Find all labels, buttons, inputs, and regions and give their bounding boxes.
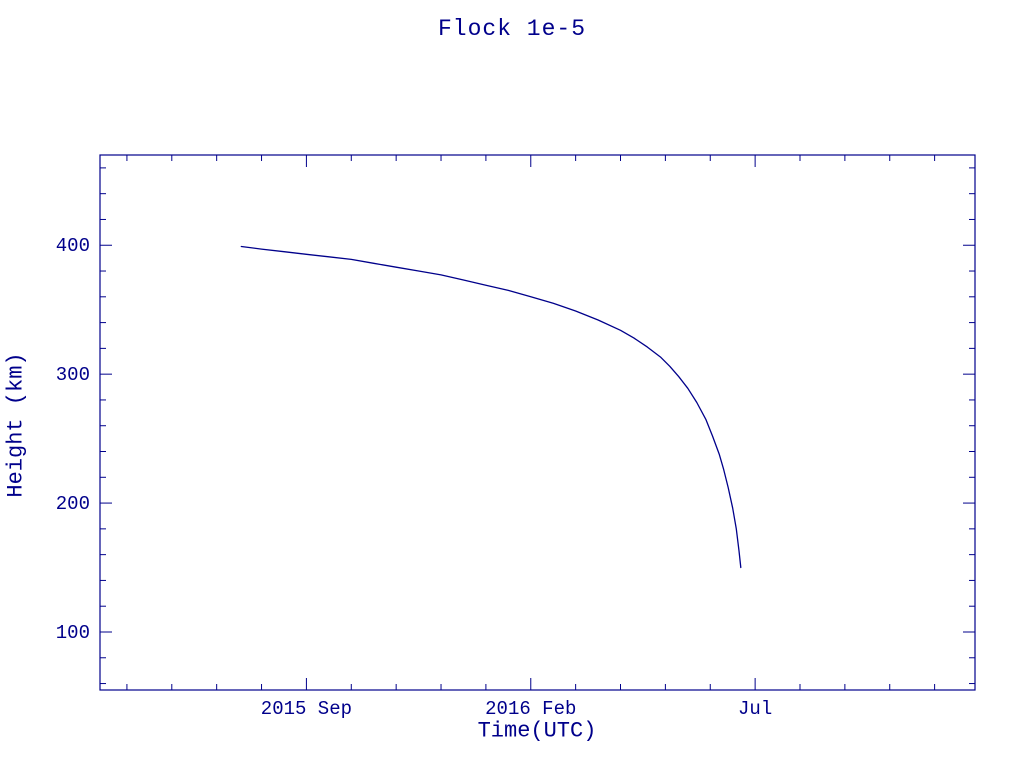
svg-text:400: 400 (56, 235, 90, 257)
svg-text:2015 Sep: 2015 Sep (261, 698, 352, 720)
svg-text:100: 100 (56, 622, 90, 644)
x-axis-label: Time(UTC) (477, 718, 597, 744)
svg-text:200: 200 (56, 493, 90, 515)
chart-title: Flock 1e-5 (437, 16, 587, 42)
svg-text:Jul: Jul (738, 698, 772, 720)
svg-text:2016 Feb: 2016 Feb (485, 698, 576, 720)
svg-text:300: 300 (56, 364, 90, 386)
